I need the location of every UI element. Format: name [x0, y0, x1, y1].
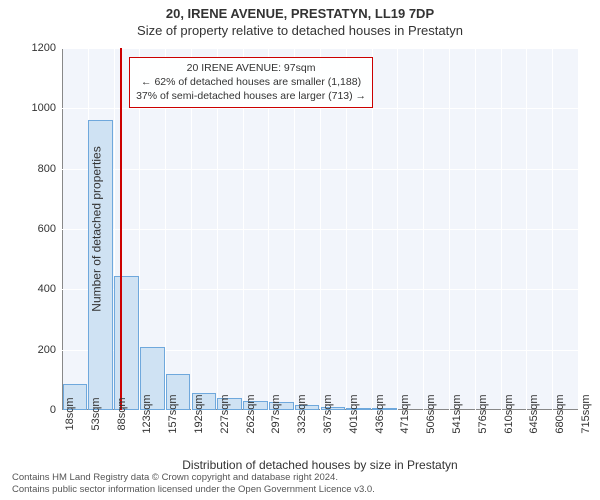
x-tick-label: 680sqm	[552, 394, 566, 433]
attribution-line-2: Contains public sector information licen…	[12, 484, 375, 496]
y-tick-label: 1000	[16, 102, 56, 114]
x-tick-label: 262sqm	[243, 394, 257, 433]
x-tick-label: 401sqm	[346, 394, 360, 433]
gridline-vertical	[475, 48, 476, 410]
histogram-bar	[114, 276, 139, 410]
gridline-vertical	[526, 48, 527, 410]
x-tick-label: 715sqm	[578, 394, 592, 433]
gridline-vertical	[397, 48, 398, 410]
gridline-vertical	[552, 48, 553, 410]
x-tick-label: 53sqm	[88, 397, 102, 430]
chart-plot-area: 20 IRENE AVENUE: 97sqm ← 62% of detached…	[62, 48, 578, 410]
annotation-line-2: ← 62% of detached houses are smaller (1,…	[136, 75, 366, 89]
y-tick-label: 1200	[16, 42, 56, 54]
gridline-vertical	[449, 48, 450, 410]
x-axis-title: Distribution of detached houses by size …	[62, 458, 578, 472]
x-tick-label: 123sqm	[139, 394, 153, 433]
y-tick-label: 800	[16, 163, 56, 175]
y-tick-label: 600	[16, 223, 56, 235]
gridline-vertical	[501, 48, 502, 410]
x-tick-label: 436sqm	[372, 394, 386, 433]
chart-subtitle: Size of property relative to detached ho…	[0, 21, 600, 38]
annotation-line-1: 20 IRENE AVENUE: 97sqm	[136, 61, 366, 75]
reference-line	[120, 48, 122, 410]
y-tick-label: 0	[16, 404, 56, 416]
x-tick-label: 506sqm	[423, 394, 437, 433]
x-tick-label: 576sqm	[475, 394, 489, 433]
x-tick-label: 541sqm	[449, 394, 463, 433]
x-tick-label: 192sqm	[191, 394, 205, 433]
attribution-line-1: Contains HM Land Registry data © Crown c…	[12, 472, 375, 484]
x-tick-label: 610sqm	[501, 394, 515, 433]
x-tick-label: 645sqm	[526, 394, 540, 433]
attribution-text: Contains HM Land Registry data © Crown c…	[12, 472, 375, 496]
x-tick-label: 227sqm	[217, 394, 231, 433]
annotation-box: 20 IRENE AVENUE: 97sqm ← 62% of detached…	[129, 57, 373, 108]
x-tick-label: 18sqm	[62, 397, 76, 430]
x-tick-label: 367sqm	[320, 394, 334, 433]
gridline-vertical	[423, 48, 424, 410]
y-tick-label: 200	[16, 344, 56, 356]
y-tick-label: 400	[16, 283, 56, 295]
gridline-vertical	[578, 48, 579, 410]
chart-title: 20, IRENE AVENUE, PRESTATYN, LL19 7DP	[0, 0, 600, 21]
x-tick-label: 88sqm	[114, 397, 128, 430]
x-tick-label: 157sqm	[165, 394, 179, 433]
x-tick-label: 297sqm	[268, 394, 282, 433]
x-tick-label: 471sqm	[397, 394, 411, 433]
annotation-line-3: 37% of semi-detached houses are larger (…	[136, 89, 366, 103]
y-axis-title: Number of detached properties	[90, 146, 104, 311]
x-tick-label: 332sqm	[294, 394, 308, 433]
